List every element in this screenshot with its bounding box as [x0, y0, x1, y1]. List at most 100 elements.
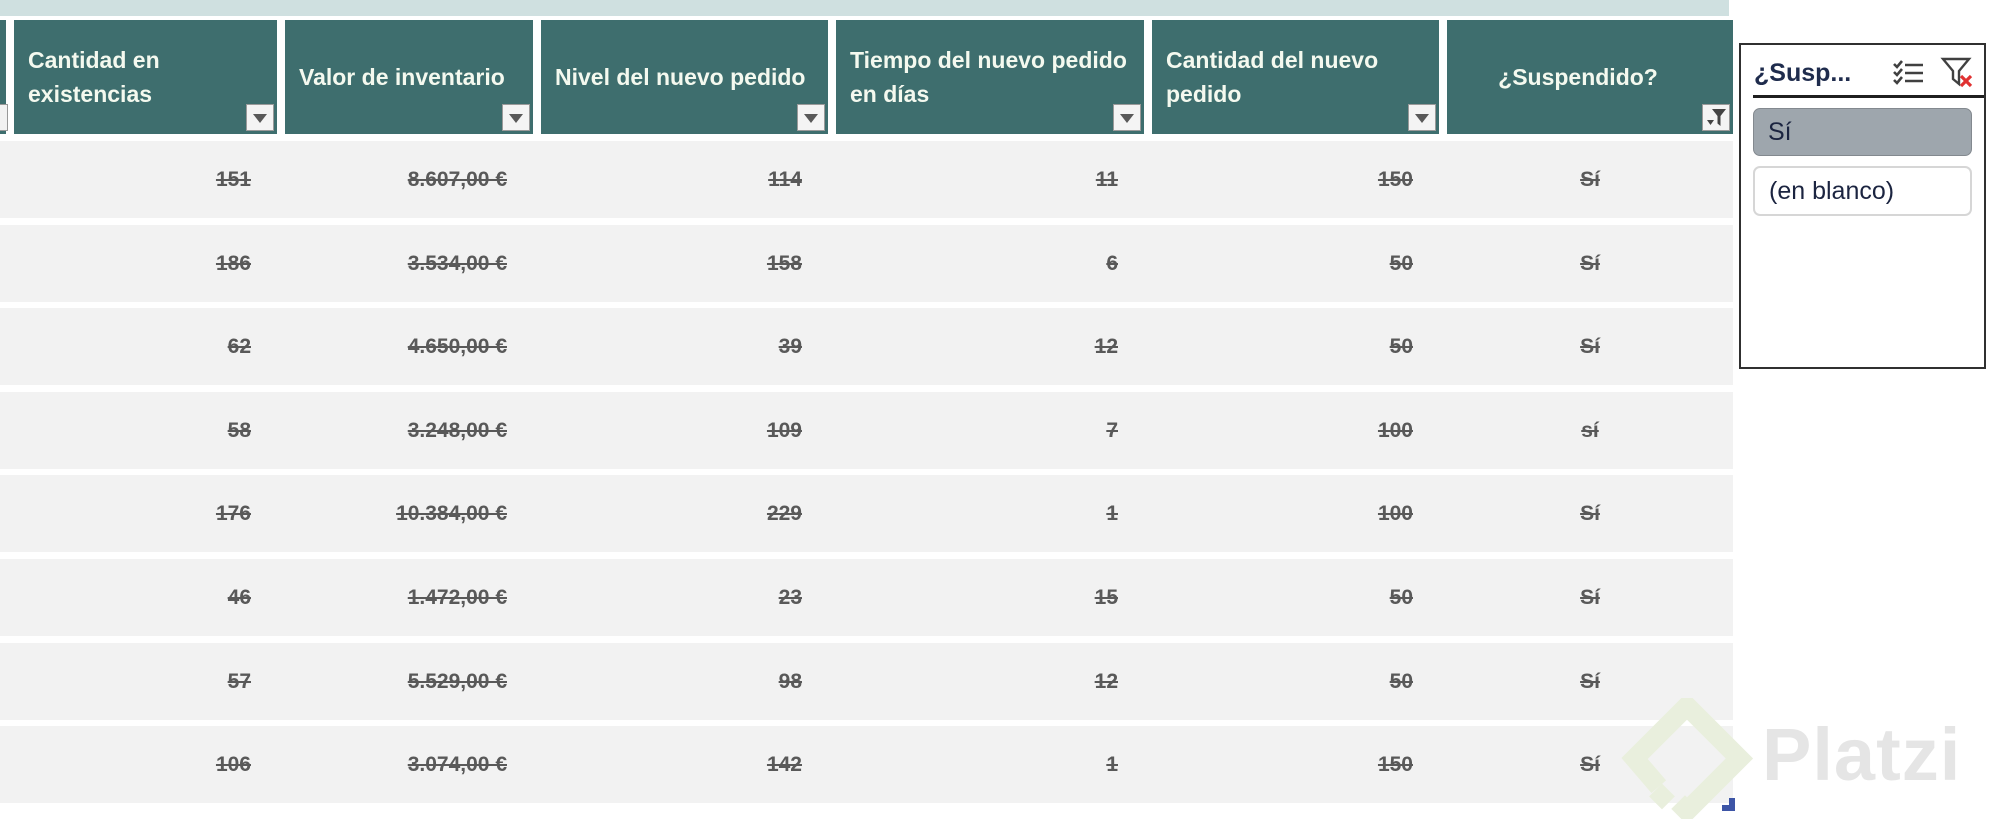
table-cell[interactable]: 8.607,00 € [285, 141, 533, 218]
table-cell[interactable]: 186 [14, 225, 277, 302]
table-cell[interactable]: 100 [1152, 475, 1439, 552]
table-cell[interactable]: 98 [541, 643, 828, 720]
cell-value: 12 [1094, 334, 1118, 358]
table-cell[interactable]: 23 [541, 559, 828, 636]
table-cell[interactable]: 6 [836, 225, 1144, 302]
cell-value: 58 [227, 418, 251, 442]
table-cell[interactable]: 50 [1152, 559, 1439, 636]
table-row: 176 10.384,00 € 229 1 100 Sí [0, 475, 1733, 552]
table-cell[interactable]: 150 [1152, 141, 1439, 218]
cell-value: 229 [766, 501, 802, 525]
filtered-funnel-icon[interactable] [1702, 104, 1730, 131]
table-cell[interactable]: 39 [541, 308, 828, 385]
table-cell[interactable]: 50 [1152, 308, 1439, 385]
table-row: 58 3.248,00 € 109 7 100 sí [0, 392, 1733, 469]
cell-value: 158 [766, 251, 802, 275]
table-cell[interactable]: 12 [836, 643, 1144, 720]
slicer-item-1[interactable]: (en blanco) [1753, 166, 1972, 216]
table-cell[interactable]: 15 [836, 559, 1144, 636]
cell-value: 3.074,00 € [407, 752, 507, 776]
table-row: 46 1.472,00 € 23 15 50 Sí [0, 559, 1733, 636]
table-row: 106 3.074,00 € 142 1 150 Sí [0, 726, 1733, 803]
cell-value: 142 [766, 752, 802, 776]
filter-dropdown-icon[interactable] [502, 104, 530, 131]
table-cell[interactable]: 229 [541, 475, 828, 552]
cell-value: Sí [1580, 669, 1600, 693]
slicer-title: ¿Susp... [1754, 58, 1852, 87]
table-cell[interactable]: Sí [1447, 225, 1733, 302]
table-cell[interactable]: Sí [1447, 141, 1733, 218]
clear-filter-icon[interactable] [1940, 57, 1974, 89]
table-cell[interactable]: Sí [1447, 643, 1733, 720]
chevron-down-icon [1415, 114, 1429, 123]
cell-value: Sí [1580, 167, 1600, 191]
cell-value: 109 [766, 418, 802, 442]
table-cell[interactable]: 100 [1152, 392, 1439, 469]
multi-select-icon[interactable] [1892, 58, 1924, 88]
table-cell[interactable]: 3.534,00 € [285, 225, 533, 302]
cell-value: 150 [1377, 752, 1413, 776]
table-cell[interactable]: 46 [14, 559, 277, 636]
table-cell[interactable]: Sí [1447, 726, 1733, 803]
table-row: 186 3.534,00 € 158 6 50 Sí [0, 225, 1733, 302]
table-cell[interactable]: 10.384,00 € [285, 475, 533, 552]
table-cell[interactable]: 3.248,00 € [285, 392, 533, 469]
cell-value: 1 [1106, 501, 1118, 525]
chevron-down-icon [1120, 114, 1134, 123]
filter-dropdown-icon[interactable] [246, 104, 274, 131]
table-cell[interactable]: 11 [836, 141, 1144, 218]
column-header-2: Nivel del nuevo pedido [541, 20, 828, 134]
table-cell[interactable]: sí [1447, 392, 1733, 469]
table-cell[interactable]: 1 [836, 726, 1144, 803]
cell-value: 4.650,00 € [407, 334, 507, 358]
table-cell[interactable]: 151 [14, 141, 277, 218]
table-cell[interactable]: 12 [836, 308, 1144, 385]
slicer-item-0[interactable]: Sí [1753, 108, 1972, 156]
table-row: 57 5.529,00 € 98 12 50 Sí [0, 643, 1733, 720]
filter-dropdown-icon[interactable] [1408, 104, 1436, 131]
cell-value: 100 [1377, 501, 1413, 525]
cell-value: 1.472,00 € [407, 585, 507, 609]
table-cell[interactable]: 1 [836, 475, 1144, 552]
column-header-partial [0, 20, 6, 134]
table-cell[interactable]: 7 [836, 392, 1144, 469]
table-cell[interactable]: 57 [14, 643, 277, 720]
table-cell[interactable]: 50 [1152, 643, 1439, 720]
table-cell[interactable]: Sí [1447, 475, 1733, 552]
table-cell[interactable]: 158 [541, 225, 828, 302]
filter-dropdown-partial-icon[interactable] [0, 104, 8, 131]
cell-value: 176 [215, 501, 251, 525]
cell-value: 3.534,00 € [407, 251, 507, 275]
table-cell[interactable]: 4.650,00 € [285, 308, 533, 385]
table-cell[interactable]: 142 [541, 726, 828, 803]
cell-value: 46 [227, 585, 251, 609]
cell-value: 57 [227, 669, 251, 693]
table-cell[interactable]: 50 [1152, 225, 1439, 302]
table-cell[interactable]: Sí [1447, 308, 1733, 385]
table-resize-handle-icon[interactable] [1720, 796, 1737, 813]
table-cell[interactable]: 58 [14, 392, 277, 469]
table-cell[interactable]: Sí [1447, 559, 1733, 636]
table-cell[interactable]: 1.472,00 € [285, 559, 533, 636]
cell-value: Sí [1580, 501, 1600, 525]
cell-value: 62 [227, 334, 251, 358]
cell-value: 10.384,00 € [396, 501, 507, 525]
column-header-3: Tiempo del nuevo pedido en días [836, 20, 1144, 134]
table-cell[interactable]: 5.529,00 € [285, 643, 533, 720]
filter-dropdown-icon[interactable] [797, 104, 825, 131]
cell-value: 23 [778, 585, 802, 609]
table-cell[interactable]: 176 [14, 475, 277, 552]
cell-value: 50 [1389, 251, 1413, 275]
platzi-logo-watermark [1621, 698, 1754, 819]
table-cell[interactable]: 114 [541, 141, 828, 218]
table-cell[interactable]: 109 [541, 392, 828, 469]
table-cell[interactable]: 3.074,00 € [285, 726, 533, 803]
table-cell[interactable]: 106 [14, 726, 277, 803]
cell-value: 3.248,00 € [407, 418, 507, 442]
table-cell[interactable]: 150 [1152, 726, 1439, 803]
column-header-1: Valor de inventario [285, 20, 533, 134]
cell-value: 1 [1106, 752, 1118, 776]
filter-dropdown-icon[interactable] [1113, 104, 1141, 131]
table-cell[interactable]: 62 [14, 308, 277, 385]
chevron-down-icon [804, 114, 818, 123]
